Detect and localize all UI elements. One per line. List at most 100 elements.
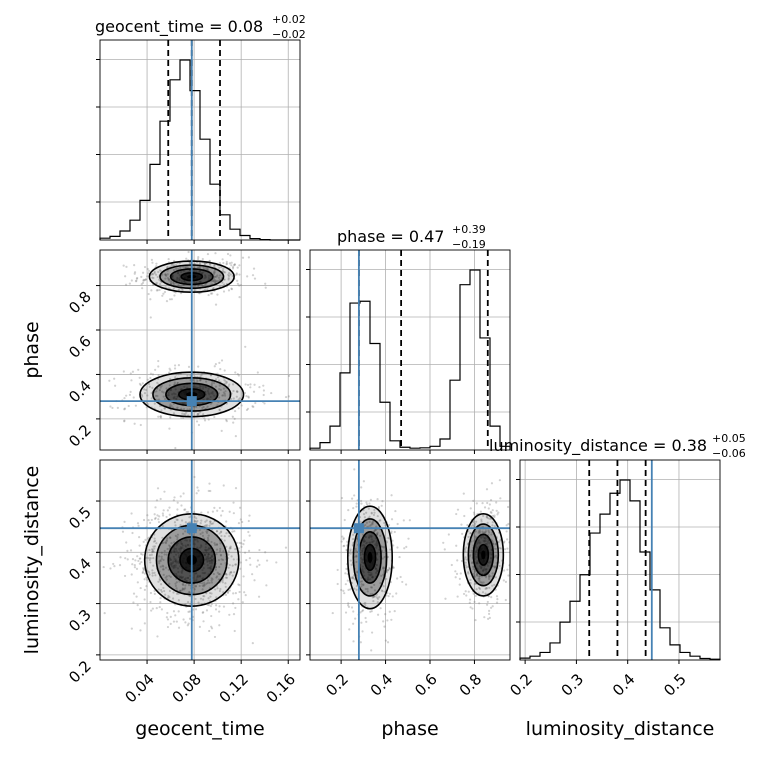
scatter-geocent-time-vs-phase-sample	[222, 391, 225, 394]
scatter-phase-vs-luminosity-distance-sample	[504, 598, 507, 602]
scatter-geocent-time-vs-luminosity-distance-sample	[208, 524, 211, 527]
scatter-geocent-time-vs-luminosity-distance-sample	[160, 557, 163, 560]
scatter-geocent-time-vs-luminosity-distance-sample	[206, 548, 209, 552]
scatter-geocent-time-vs-luminosity-distance-sample	[194, 584, 198, 588]
scatter-geocent-time-vs-luminosity-distance-sample	[112, 562, 115, 566]
scatter-geocent-time-vs-phase-sample	[142, 278, 145, 281]
scatter-geocent-time-vs-phase-sample	[181, 402, 185, 405]
scatter-geocent-time-vs-luminosity-distance-sample	[172, 620, 176, 623]
scatter-geocent-time-vs-luminosity-distance-sample	[118, 564, 122, 567]
scatter-geocent-time-vs-phase-sample	[195, 405, 198, 409]
scatter-geocent-time-vs-phase-sample	[195, 270, 198, 273]
scatter-geocent-time-vs-luminosity-distance-sample	[177, 551, 180, 554]
scatter-phase-vs-luminosity-distance-sample	[369, 593, 372, 596]
scatter-geocent-time-vs-phase-sample	[231, 415, 234, 418]
scatter-phase-vs-luminosity-distance-sample	[368, 534, 371, 537]
scatter-phase-vs-luminosity-distance-sample	[347, 605, 351, 608]
scatter-geocent-time-vs-phase-sample	[151, 273, 154, 276]
scatter-phase-vs-luminosity-distance-sample	[471, 561, 474, 564]
scatter-phase-vs-luminosity-distance-sample	[360, 557, 363, 560]
scatter-geocent-time-vs-phase-sample	[139, 383, 142, 387]
scatter-phase-vs-luminosity-distance-sample	[464, 561, 467, 564]
scatter-phase-vs-luminosity-distance-sample	[368, 515, 371, 518]
scatter-phase-vs-luminosity-distance-sample	[347, 602, 350, 605]
scatter-geocent-time-vs-luminosity-distance-sample	[178, 575, 181, 578]
scatter-phase-vs-luminosity-distance-sample	[390, 530, 393, 533]
scatter-phase-vs-luminosity-distance-sample	[371, 576, 374, 579]
scatter-phase-vs-luminosity-distance-sample	[375, 542, 378, 545]
scatter-geocent-time-vs-phase-sample	[174, 446, 177, 450]
scatter-geocent-time-vs-phase-sample	[177, 283, 180, 287]
scatter-phase-vs-luminosity-distance-sample	[465, 594, 468, 597]
scatter-geocent-time-vs-luminosity-distance-sample	[130, 512, 133, 515]
scatter-geocent-time-vs-luminosity-distance-sample	[182, 618, 185, 621]
scatter-phase-vs-luminosity-distance-sample	[342, 537, 345, 540]
scatter-geocent-time-vs-phase-sample	[213, 269, 216, 272]
scatter-geocent-time-vs-luminosity-distance-sample	[162, 514, 165, 517]
scatter-phase-vs-luminosity-distance-sample	[490, 482, 494, 485]
scatter-phase-vs-luminosity-distance-sample	[473, 574, 476, 578]
scatter-geocent-time-vs-luminosity-distance-sample	[166, 509, 169, 512]
scatter-phase-vs-luminosity-distance-sample	[481, 530, 484, 533]
scatter-phase-vs-luminosity-distance-sample	[480, 520, 483, 523]
scatter-geocent-time-vs-phase-sample	[199, 411, 202, 414]
scatter-phase-vs-luminosity-distance-sample	[351, 577, 354, 580]
scatter-phase-vs-luminosity-distance-sample	[376, 532, 379, 536]
scatter-geocent-time-vs-phase-sample	[208, 259, 211, 262]
scatter-geocent-time-vs-luminosity-distance-sample	[201, 584, 204, 587]
scatter-phase-vs-luminosity-distance-sample	[480, 567, 483, 570]
scatter-geocent-time-vs-phase-sample	[154, 368, 157, 371]
scatter-geocent-time-vs-phase-sample	[128, 393, 132, 396]
scatter-geocent-time-vs-luminosity-distance-sample	[132, 601, 135, 604]
scatter-phase-vs-luminosity-distance-sample	[371, 521, 374, 524]
scatter-phase-vs-luminosity-distance-sample	[482, 514, 485, 518]
scatter-geocent-time-vs-phase-sample	[188, 269, 192, 272]
scatter-geocent-time-vs-phase-sample	[182, 280, 186, 283]
scatter-geocent-time-vs-luminosity-distance-sample	[221, 581, 224, 584]
scatter-geocent-time-vs-phase	[96, 249, 301, 454]
scatter-phase-vs-luminosity-distance-sample	[373, 589, 377, 592]
scatter-geocent-time-vs-luminosity-distance-sample	[171, 597, 175, 600]
scatter-phase-vs-luminosity-distance-sample	[483, 531, 486, 534]
scatter-geocent-time-vs-phase-sample	[234, 371, 237, 374]
xtick-label-luminosity-distance-3: 0.5	[660, 670, 690, 700]
scatter-geocent-time-vs-phase-sample	[186, 408, 189, 411]
ytick-label-luminosity-distance-1: 0.3	[65, 606, 95, 636]
scatter-geocent-time-vs-luminosity-distance-sample	[213, 542, 216, 545]
title-phase: phase = 0.47 +0.39 −0.19	[337, 223, 486, 251]
scatter-phase-vs-luminosity-distance-sample	[363, 516, 366, 519]
scatter-geocent-time-vs-luminosity-distance-sample	[244, 594, 247, 597]
scatter-phase-vs-luminosity-distance-sample	[466, 571, 470, 574]
scatter-geocent-time-vs-luminosity-distance-sample	[184, 603, 187, 606]
scatter-phase-vs-luminosity-distance-sample	[472, 572, 475, 575]
scatter-geocent-time-vs-phase-sample	[205, 380, 208, 383]
scatter-geocent-time-vs-luminosity-distance-sample	[164, 576, 167, 579]
scatter-phase-vs-luminosity-distance-sample	[489, 606, 493, 609]
scatter-geocent-time-vs-luminosity-distance-sample	[218, 589, 222, 593]
scatter-geocent-time-vs-luminosity-distance-sample	[196, 576, 199, 579]
scatter-geocent-time-vs-phase-sample	[159, 415, 162, 418]
scatter-geocent-time-vs-phase-truth-point	[186, 396, 197, 407]
scatter-phase-vs-luminosity-distance-sample	[460, 523, 463, 526]
scatter-geocent-time-vs-phase-sample	[179, 266, 182, 269]
scatter-phase-vs-luminosity-distance-sample	[488, 531, 491, 534]
scatter-geocent-time-vs-luminosity-distance-sample	[208, 629, 211, 633]
scatter-geocent-time-vs-luminosity-distance-sample	[199, 597, 203, 600]
scatter-phase-vs-luminosity-distance-sample	[373, 508, 376, 512]
scatter-geocent-time-vs-luminosity-distance-sample	[179, 495, 182, 498]
scatter-phase-vs-luminosity-distance-sample	[380, 589, 384, 592]
scatter-geocent-time-vs-phase-sample	[168, 367, 171, 370]
scatter-phase-vs-luminosity-distance-sample	[392, 566, 395, 569]
scatter-geocent-time-vs-phase-sample	[164, 273, 167, 276]
scatter-geocent-time-vs-phase-sample	[175, 267, 178, 271]
scatter-geocent-time-vs-phase-sample	[177, 271, 180, 275]
scatter-phase-vs-luminosity-distance-sample	[351, 575, 354, 579]
scatter-phase-vs-luminosity-distance-sample	[503, 540, 506, 543]
scatter-geocent-time-vs-luminosity-distance-sample	[186, 576, 190, 580]
scatter-geocent-time-vs-phase-sample	[203, 417, 206, 420]
scatter-phase-vs-luminosity-distance-sample	[507, 574, 510, 577]
scatter-geocent-time-vs-phase-sample	[196, 266, 199, 269]
scatter-geocent-time-vs-luminosity-distance-sample	[157, 520, 161, 524]
scatter-geocent-time-vs-phase-sample	[159, 386, 162, 389]
scatter-geocent-time-vs-luminosity-distance-sample	[203, 548, 207, 551]
